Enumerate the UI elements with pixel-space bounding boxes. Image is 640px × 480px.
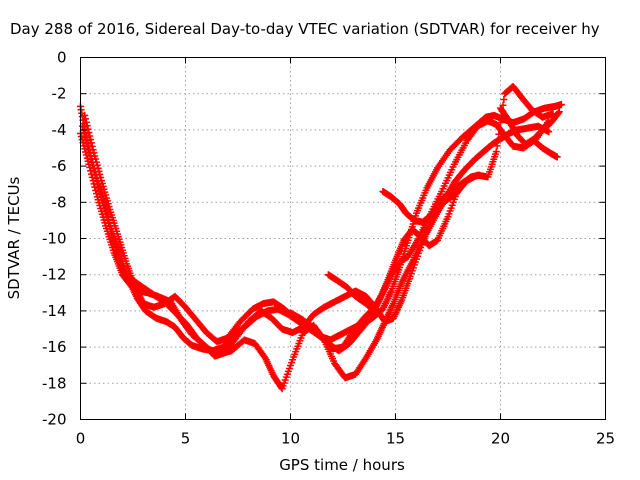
data-point (88, 173, 96, 181)
series-track-5 (287, 184, 462, 355)
data-point (494, 136, 502, 144)
y-tick-label: -20 (42, 411, 67, 429)
data-point (90, 180, 98, 188)
data-point (86, 132, 94, 140)
data-point (81, 111, 89, 119)
series-track-4 (77, 82, 557, 360)
data-point (85, 160, 93, 168)
data-point (554, 109, 562, 117)
data-point (87, 139, 95, 147)
chart-title: Day 288 of 2016, Sidereal Day-to-day VTE… (10, 20, 600, 38)
data-point (87, 135, 95, 143)
y-tick-label: 0 (57, 49, 67, 67)
axis-ticks: 0 5 10 15 20 25 0 -2 -4 -6 -8 -10 -12 -14 -16 -18 -20 (42, 49, 615, 448)
x-tick-label: 15 (386, 430, 405, 448)
data-point (82, 118, 90, 126)
data-point (82, 115, 90, 123)
data-point (555, 108, 563, 116)
data-point (500, 95, 508, 103)
data-point (371, 307, 378, 315)
x-tick-label: 10 (281, 430, 300, 448)
data-point (545, 128, 553, 136)
series-track-6 (379, 171, 483, 226)
data-point (86, 164, 94, 172)
data-point (92, 190, 100, 198)
series-track-7 (497, 104, 563, 148)
y-tick-label: -18 (42, 374, 67, 392)
data-point (87, 170, 95, 178)
data-point (496, 124, 504, 132)
x-tick-label: 20 (491, 430, 510, 448)
data-point (492, 148, 500, 156)
data-point (88, 142, 96, 150)
data-point (495, 130, 503, 138)
y-tick-label: -12 (42, 266, 67, 284)
x-tick-label: 5 (181, 430, 191, 448)
data-points (77, 82, 565, 393)
y-tick-label: -2 (52, 85, 67, 103)
y-axis-label: SDTVAR / TECUs (5, 176, 23, 299)
x-axis-label: GPS time / hours (279, 456, 405, 474)
y-tick-label: -4 (52, 121, 67, 139)
data-point (497, 119, 504, 127)
y-tick-label: -10 (42, 230, 67, 248)
x-tick-label: 0 (76, 430, 86, 448)
series-track-9 (324, 271, 378, 315)
data-point (476, 171, 483, 179)
y-tick-label: -14 (42, 302, 67, 320)
series-track-8 (530, 137, 561, 161)
data-point (92, 186, 100, 194)
data-point (83, 122, 91, 130)
data-point (84, 125, 92, 133)
data-point (89, 177, 97, 185)
data-point (493, 142, 501, 150)
data-point (85, 129, 93, 137)
data-point (557, 101, 565, 109)
y-tick-label: -8 (52, 193, 67, 211)
x-tick-label: 25 (596, 430, 615, 448)
y-tick-label: -6 (52, 157, 67, 175)
data-point (91, 183, 99, 191)
y-tick-label: -16 (42, 338, 67, 356)
data-point (553, 153, 561, 161)
data-point (87, 167, 95, 175)
